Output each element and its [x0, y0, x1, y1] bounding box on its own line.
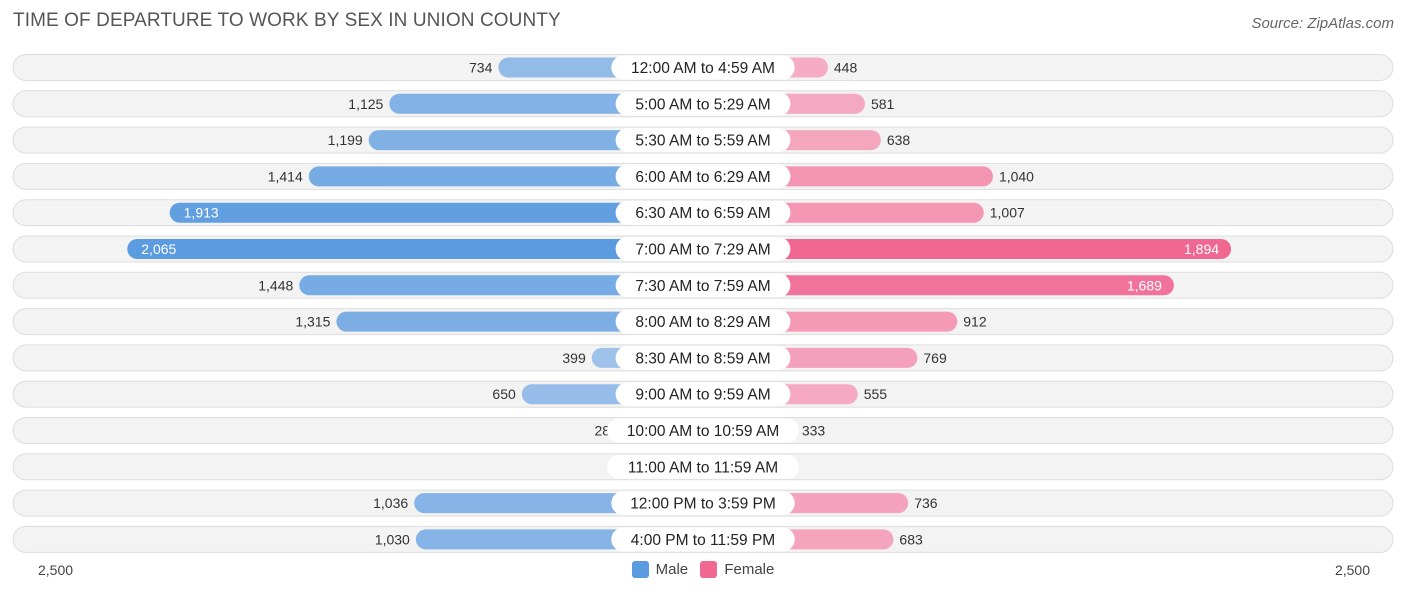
- category-pill: [615, 382, 791, 407]
- legend-swatch-male: [631, 561, 649, 578]
- male-value-label: 734: [469, 60, 493, 76]
- category-label: 5:30 AM to 5:59 AM: [635, 133, 770, 150]
- male-value-label: 1,199: [328, 132, 363, 148]
- male-value-label: 1,414: [268, 168, 303, 184]
- category-label: 7:30 AM to 7:59 AM: [635, 278, 770, 295]
- category-label: 7:00 AM to 7:29 AM: [635, 242, 770, 259]
- category-label: 12:00 PM to 3:59 PM: [630, 496, 776, 513]
- category-label: 8:00 AM to 8:29 AM: [635, 314, 770, 331]
- category-pill: [615, 237, 791, 261]
- category-pill: [615, 128, 791, 153]
- female-value-label: 638: [887, 132, 911, 148]
- chart-area: 734 448 12:00 AM to 4:59 AM 1,125 581 5:00 AM…: [12, 54, 1394, 553]
- male-value-label: 1,448: [258, 277, 293, 293]
- legend-item-female[interactable]: Female: [700, 561, 774, 578]
- category-pill: [607, 418, 799, 443]
- category-label: 9:00 AM to 9:59 AM: [635, 387, 770, 404]
- female-value-label: 1,040: [999, 168, 1034, 184]
- legend-item-male[interactable]: Male: [631, 561, 689, 578]
- male-value-label: 650: [492, 386, 516, 402]
- chart-title: TIME OF DEPARTURE TO WORK BY SEX IN UNIO…: [13, 10, 561, 31]
- female-value-label: 1,689: [1127, 277, 1162, 293]
- male-value-label: 2,065: [141, 241, 176, 257]
- male-bar: [308, 166, 703, 187]
- male-bar: [127, 239, 703, 259]
- female-value-label: 448: [834, 60, 858, 76]
- category-pill: [615, 345, 791, 370]
- female-value-label: 736: [914, 495, 938, 511]
- female-value-label: 581: [871, 96, 895, 112]
- female-bar: [703, 275, 1174, 296]
- category-pill: [611, 55, 795, 80]
- male-bar: [299, 275, 703, 296]
- category-label: 10:00 AM to 10:59 AM: [627, 423, 780, 440]
- category-label: 4:00 PM to 11:59 PM: [631, 532, 775, 549]
- category-pill: [615, 91, 791, 116]
- category-label: 6:00 AM to 6:29 AM: [635, 169, 770, 186]
- category-pill: [615, 273, 791, 298]
- axis-right-label: 2,500: [1334, 562, 1370, 578]
- category-pill: [615, 200, 791, 225]
- male-value-label: 1,125: [348, 96, 383, 112]
- female-value-label: 769: [923, 350, 947, 366]
- source-note: Source: ZipAtlas.com: [1251, 15, 1394, 32]
- male-value-label: 1,315: [295, 314, 330, 330]
- female-bar: [703, 239, 1232, 259]
- female-value-label: 683: [899, 531, 923, 547]
- category-label: 5:00 AM to 5:29 AM: [635, 96, 770, 113]
- male-value-label: 399: [562, 350, 586, 366]
- male-value-label: 1,913: [184, 205, 219, 221]
- category-pill: [611, 527, 795, 552]
- male-value-label: 1,036: [373, 495, 408, 511]
- axis-left-label: 2,500: [38, 562, 74, 578]
- category-pill: [615, 309, 791, 334]
- legend: Male Female: [0, 561, 1406, 582]
- category-label: 12:00 AM to 4:59 AM: [631, 60, 775, 77]
- female-value-label: 333: [802, 423, 826, 439]
- category-pill: [607, 454, 799, 479]
- female-value-label: 912: [963, 314, 987, 330]
- female-value-label: 555: [864, 386, 888, 402]
- male-bar: [336, 311, 703, 332]
- category-pill: [611, 491, 795, 516]
- legend-label-male: Male: [655, 561, 689, 578]
- category-label: 8:30 AM to 8:59 AM: [635, 350, 770, 367]
- category-pill: [615, 164, 791, 189]
- category-label: 6:30 AM to 6:59 AM: [635, 205, 770, 222]
- category-label: 11:00 AM to 11:59 AM: [628, 459, 778, 476]
- female-value-label: 1,007: [990, 205, 1025, 221]
- female-value-label: 1,894: [1184, 241, 1219, 257]
- legend-label-female: Female: [724, 561, 775, 578]
- male-value-label: 1,030: [375, 531, 410, 547]
- legend-swatch-female: [700, 561, 718, 578]
- male-bar: [169, 202, 704, 223]
